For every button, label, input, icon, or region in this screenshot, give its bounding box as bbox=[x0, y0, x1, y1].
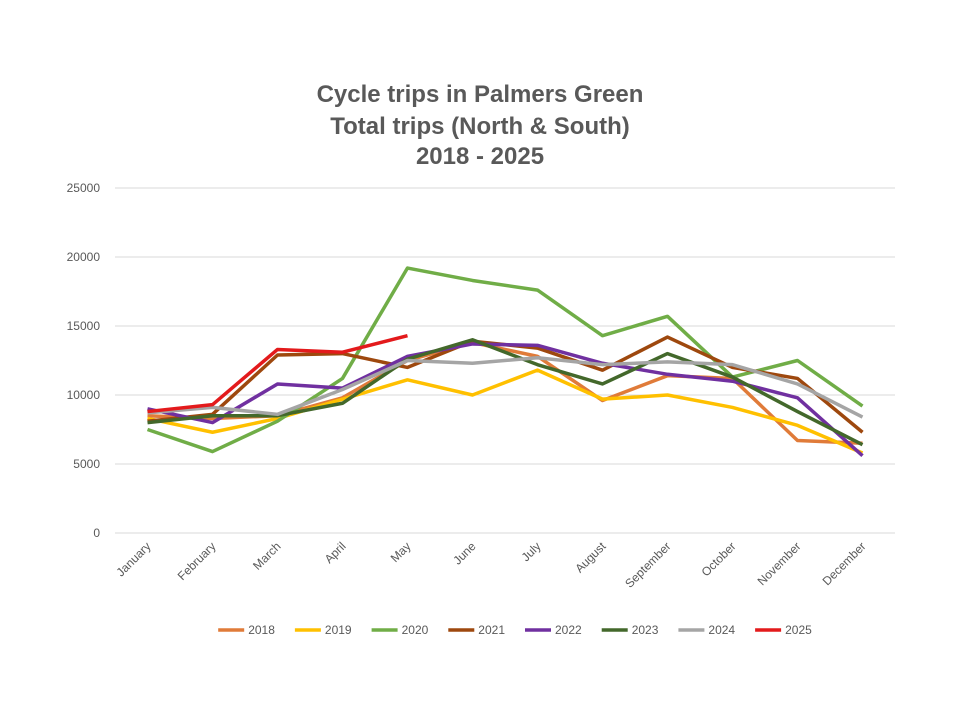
series-line bbox=[147, 338, 864, 447]
series-line bbox=[147, 340, 863, 446]
y-tick-label: 20000 bbox=[67, 250, 101, 264]
chart-title: Cycle trips in Palmers Green bbox=[317, 81, 644, 108]
y-tick-label: 10000 bbox=[67, 388, 101, 402]
y-tick-label: 15000 bbox=[67, 319, 101, 333]
chart-title: Total trips (North & South) bbox=[330, 113, 630, 140]
series-line bbox=[147, 368, 864, 455]
x-tick-label: January bbox=[114, 539, 154, 579]
x-tick-label: March bbox=[250, 539, 283, 572]
y-tick-label: 25000 bbox=[67, 181, 101, 195]
x-tick-label: May bbox=[388, 539, 414, 565]
legend-label: 2025 bbox=[785, 623, 812, 637]
x-tick-label: November bbox=[755, 539, 804, 588]
y-tick-label: 5000 bbox=[73, 457, 100, 471]
legend-label: 2024 bbox=[708, 623, 735, 637]
series-line bbox=[147, 355, 864, 419]
x-tick-label: September bbox=[622, 539, 673, 590]
series-line bbox=[147, 333, 408, 414]
chart-title: 2018 - 2025 bbox=[416, 143, 544, 170]
series-line bbox=[146, 266, 864, 454]
x-tick-label: June bbox=[450, 539, 479, 568]
legend-label: 2019 bbox=[325, 623, 352, 637]
legend-label: 2022 bbox=[555, 623, 582, 637]
legend-label: 2023 bbox=[632, 623, 659, 637]
x-tick-label: July bbox=[519, 539, 544, 564]
x-tick-label: October bbox=[699, 539, 739, 579]
x-tick-label: December bbox=[820, 539, 869, 588]
y-tick-label: 0 bbox=[93, 526, 100, 540]
x-tick-label: August bbox=[572, 539, 609, 576]
legend-label: 2020 bbox=[402, 623, 429, 637]
x-tick-label: April bbox=[322, 539, 349, 566]
legend-label: 2018 bbox=[248, 623, 275, 637]
legend-label: 2021 bbox=[478, 623, 505, 637]
x-tick-label: February bbox=[175, 539, 219, 583]
